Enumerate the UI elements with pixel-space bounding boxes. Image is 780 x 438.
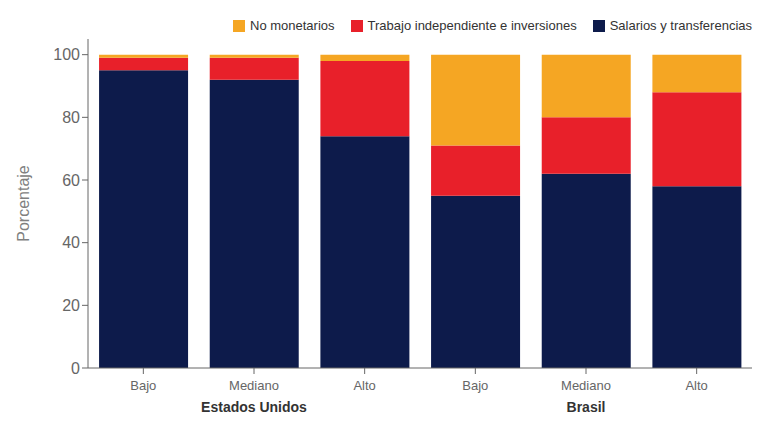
svg-text:Bajo: Bajo — [462, 378, 488, 393]
svg-text:Brasil: Brasil — [567, 399, 606, 415]
svg-text:40: 40 — [62, 234, 80, 251]
svg-text:Bajo: Bajo — [130, 378, 156, 393]
svg-text:80: 80 — [62, 109, 80, 126]
svg-text:Estados Unidos: Estados Unidos — [201, 399, 307, 415]
svg-text:100: 100 — [53, 46, 80, 63]
html-text:No monetarios: No monetarios — [250, 18, 335, 33]
svg-text:20: 20 — [62, 297, 80, 314]
html-text:Salarios y transferencias: Salarios y transferencias — [609, 18, 752, 33]
svg-text:60: 60 — [62, 172, 80, 189]
svg-text:Porcentaje: Porcentaje — [15, 165, 32, 242]
svg-text:Alto: Alto — [353, 378, 375, 393]
svg-text:Mediano: Mediano — [561, 378, 611, 393]
svg-text:Mediano: Mediano — [229, 378, 279, 393]
svg-text:0: 0 — [71, 360, 80, 377]
svg-text:Alto: Alto — [685, 378, 707, 393]
html-text:Trabajo independiente e invers: Trabajo independiente e inversiones — [367, 18, 577, 33]
